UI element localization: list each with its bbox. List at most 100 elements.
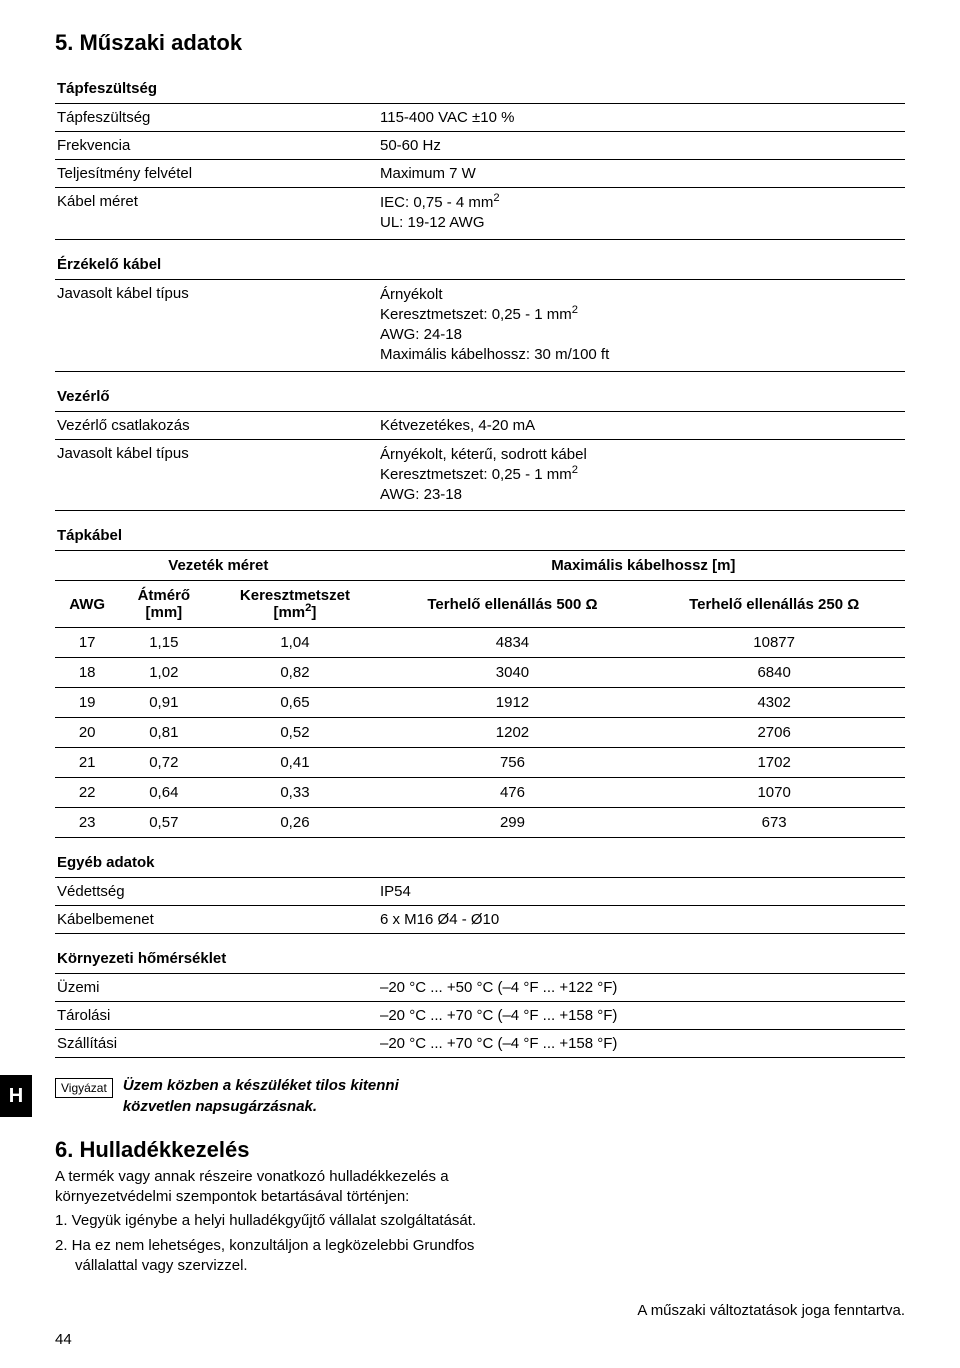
- table-cell: 4302: [643, 688, 905, 718]
- tapfesz-table: Tápfeszültség115-400 VAC ±10 % Frekvenci…: [55, 103, 905, 240]
- table-row: Vezérlő csatlakozásKétvezetékes, 4-20 mA: [55, 411, 905, 439]
- table-cell: 0,65: [208, 688, 381, 718]
- table-row: 171,151,04483410877: [55, 628, 905, 658]
- table-row: Javasolt kábel típusÁrnyékolt, kéterű, s…: [55, 439, 905, 511]
- kv-key: Javasolt kábel típus: [55, 279, 378, 371]
- table-cell: 22: [55, 778, 119, 808]
- table-cell: 23: [55, 808, 119, 838]
- table-cell: 1912: [382, 688, 644, 718]
- table-cell: 0,33: [208, 778, 381, 808]
- kv-key: Frekvencia: [55, 132, 378, 160]
- table-row: 210,720,417561702: [55, 748, 905, 778]
- language-tab: H: [0, 1075, 32, 1117]
- kv-key: Tápfeszültség: [55, 104, 378, 132]
- kv-key: Védettség: [55, 878, 378, 906]
- kv-val: 50-60 Hz: [378, 132, 905, 160]
- table-row: Javasolt kábel típusÁrnyékoltKeresztmets…: [55, 279, 905, 371]
- table-row: Szállítási–20 °C ... +70 °C (–4 °F ... +…: [55, 1030, 905, 1058]
- table-cell: 21: [55, 748, 119, 778]
- kv-val: 6 x M16 Ø4 - Ø10: [378, 906, 905, 934]
- table-row: Teljesítmény felvételMaximum 7 W: [55, 160, 905, 188]
- vezerlo-table: Vezérlő csatlakozásKétvezetékes, 4-20 mA…: [55, 411, 905, 512]
- caution-text: Üzem közben a készüléket tilos kitennikö…: [123, 1076, 399, 1117]
- table-cell: 18: [55, 658, 119, 688]
- erzkelo-table: Javasolt kábel típusÁrnyékoltKeresztmets…: [55, 279, 905, 372]
- table-cell: 1,15: [119, 628, 208, 658]
- table-cell: 756: [382, 748, 644, 778]
- tbl-col-atmero: Átmérő[mm]: [119, 581, 208, 628]
- vezerlo-label: Vezérlő: [55, 382, 905, 411]
- kv-key: Kábel méret: [55, 188, 378, 240]
- table-cell: 17: [55, 628, 119, 658]
- tbl-head-left: Vezeték méret: [55, 551, 382, 581]
- kv-key: Vezérlő csatlakozás: [55, 411, 378, 439]
- kornyezeti-table: Üzemi–20 °C ... +50 °C (–4 °F ... +122 °…: [55, 973, 905, 1058]
- table-cell: 673: [643, 808, 905, 838]
- table-cell: 0,72: [119, 748, 208, 778]
- kv-val: ÁrnyékoltKeresztmetszet: 0,25 - 1 mm2AWG…: [378, 279, 905, 371]
- table-row: VédettségIP54: [55, 878, 905, 906]
- table-cell: 1702: [643, 748, 905, 778]
- kv-val: –20 °C ... +70 °C (–4 °F ... +158 °F): [378, 1030, 905, 1058]
- tbl-col-keresztmetszet: Keresztmetszet[mm2]: [208, 581, 381, 628]
- kv-val: –20 °C ... +70 °C (–4 °F ... +158 °F): [378, 1002, 905, 1030]
- table-row: 181,020,8230406840: [55, 658, 905, 688]
- table-row: Tárolási–20 °C ... +70 °C (–4 °F ... +15…: [55, 1002, 905, 1030]
- table-cell: 2706: [643, 718, 905, 748]
- tbl-head-right: Maximális kábelhossz [m]: [382, 551, 905, 581]
- table-row: 230,570,26299673: [55, 808, 905, 838]
- table-cell: 0,64: [119, 778, 208, 808]
- kv-key: Üzemi: [55, 974, 378, 1002]
- kornyezeti-label: Környezeti hőmérséklet: [55, 944, 905, 973]
- table-cell: 4834: [382, 628, 644, 658]
- kv-val: Árnyékolt, kéterű, sodrott kábelKeresztm…: [378, 439, 905, 511]
- kv-key: Szállítási: [55, 1030, 378, 1058]
- kv-val: Maximum 7 W: [378, 160, 905, 188]
- section-6-title: 6. Hulladékkezelés: [55, 1137, 495, 1163]
- egyeb-label: Egyéb adatok: [55, 848, 905, 877]
- table-row: 190,910,6519124302: [55, 688, 905, 718]
- table-cell: 0,81: [119, 718, 208, 748]
- footer-note: A műszaki változtatások joga fenntartva.: [55, 1302, 905, 1319]
- table-cell: 476: [382, 778, 644, 808]
- tbl-col-t500: Terhelő ellenállás 500 Ω: [382, 581, 644, 628]
- kv-val: –20 °C ... +50 °C (–4 °F ... +122 °F): [378, 974, 905, 1002]
- kv-val: Kétvezetékes, 4-20 mA: [378, 411, 905, 439]
- table-cell: 20: [55, 718, 119, 748]
- s6-list-item-1: 1. Vegyük igénybe a helyi hulladékgyűjtő…: [55, 1211, 495, 1231]
- table-row: Kábel méretIEC: 0,75 - 4 mm2UL: 19-12 AW…: [55, 188, 905, 240]
- kv-key: Teljesítmény felvétel: [55, 160, 378, 188]
- table-cell: 0,26: [208, 808, 381, 838]
- table-cell: 0,57: [119, 808, 208, 838]
- table-cell: 1,02: [119, 658, 208, 688]
- caution-callout: Vigyázat Üzem közben a készüléket tilos …: [55, 1076, 905, 1117]
- page-number: 44: [55, 1331, 905, 1348]
- table-cell: 10877: [643, 628, 905, 658]
- tapfesz-label: Tápfeszültség: [55, 74, 905, 103]
- table-cell: 19: [55, 688, 119, 718]
- tbl-col-t250: Terhelő ellenállás 250 Ω: [643, 581, 905, 628]
- table-cell: 3040: [382, 658, 644, 688]
- caution-label: Vigyázat: [55, 1078, 113, 1098]
- table-cell: 299: [382, 808, 644, 838]
- table-cell: 0,82: [208, 658, 381, 688]
- erzkelo-label: Érzékelő kábel: [55, 250, 905, 279]
- table-row: 200,810,5212022706: [55, 718, 905, 748]
- kv-val: IEC: 0,75 - 4 mm2UL: 19-12 AWG: [378, 188, 905, 240]
- table-row: Tápfeszültség115-400 VAC ±10 %: [55, 104, 905, 132]
- section-5-title: 5. Műszaki adatok: [55, 30, 905, 56]
- tapkabel-table: Vezeték méret Maximális kábelhossz [m] A…: [55, 550, 905, 838]
- table-cell: 0,52: [208, 718, 381, 748]
- kv-val: IP54: [378, 878, 905, 906]
- s6-paragraph: A termék vagy annak részeire vonatkozó h…: [55, 1167, 495, 1208]
- s6-list-item-2: 2. Ha ez nem lehetséges, konzultáljon a …: [55, 1236, 495, 1277]
- table-cell: 0,41: [208, 748, 381, 778]
- table-cell: 1,04: [208, 628, 381, 658]
- table-row: Frekvencia50-60 Hz: [55, 132, 905, 160]
- table-cell: 6840: [643, 658, 905, 688]
- tapkabel-label: Tápkábel: [55, 521, 905, 550]
- kv-key: Tárolási: [55, 1002, 378, 1030]
- table-cell: 0,91: [119, 688, 208, 718]
- kv-key: Kábelbemenet: [55, 906, 378, 934]
- table-cell: 1202: [382, 718, 644, 748]
